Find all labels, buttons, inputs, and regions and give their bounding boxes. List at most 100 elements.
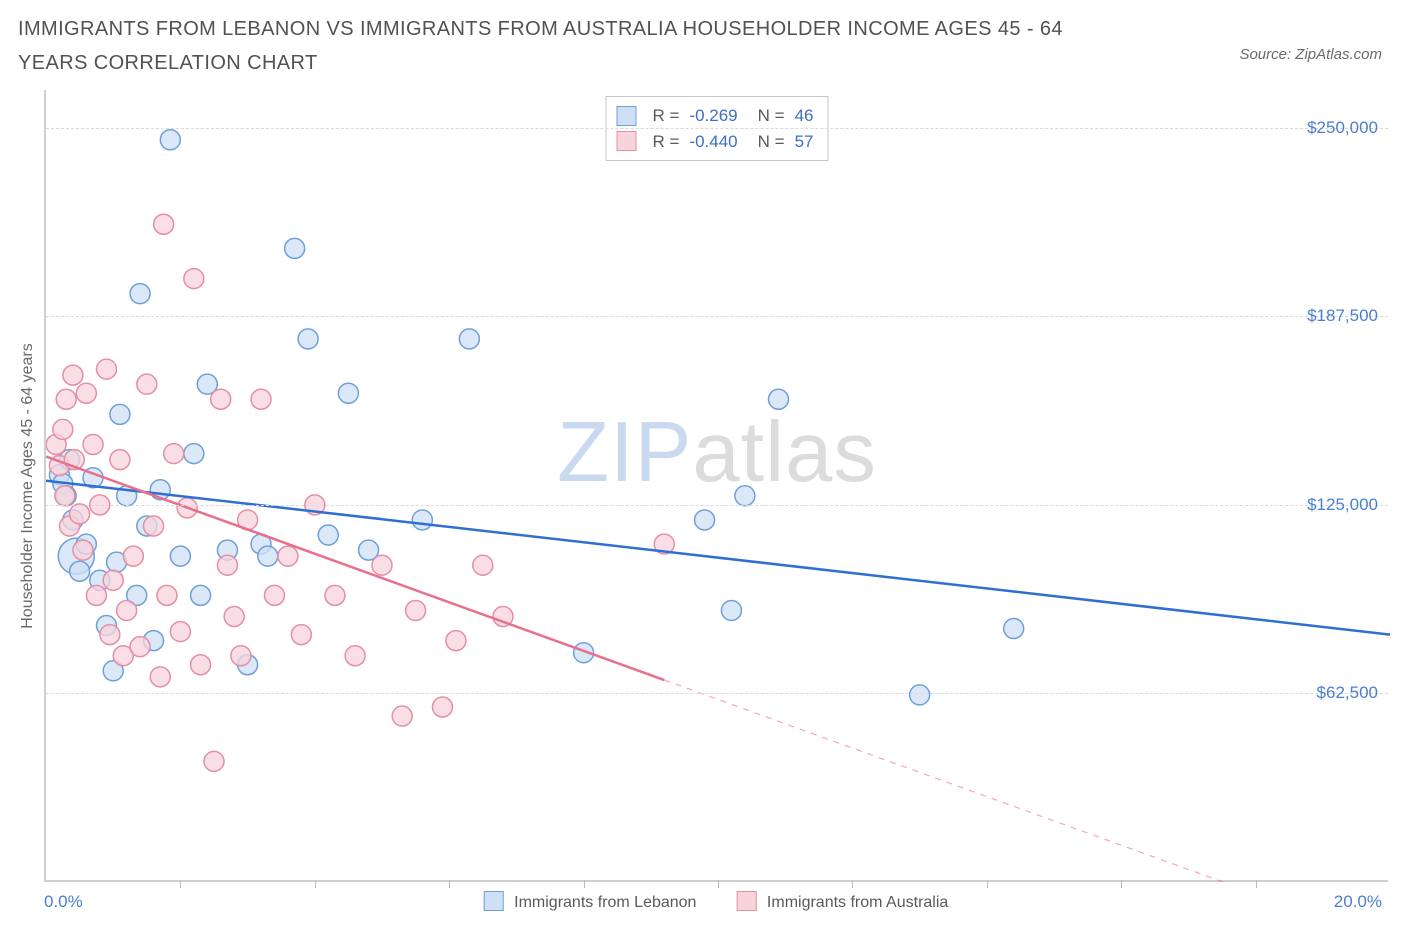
data-point-australia	[157, 585, 177, 605]
x-axis-max-label: 20.0%	[1334, 892, 1382, 912]
data-point-australia	[86, 585, 106, 605]
legend-r-label: R =	[653, 103, 680, 129]
data-point-australia	[144, 516, 164, 536]
legend-n-label: N =	[758, 129, 785, 155]
series-legend-item-australia: Immigrants from Australia	[736, 891, 948, 912]
series-label-lebanon: Immigrants from Lebanon	[514, 894, 696, 911]
trend-line-lebanon	[46, 481, 1390, 635]
data-point-australia	[211, 389, 231, 409]
data-point-australia	[325, 585, 345, 605]
y-tick-label: $62,500	[1317, 683, 1378, 703]
swatch-australia	[617, 131, 637, 151]
source-label: Source: ZipAtlas.com	[1239, 46, 1382, 63]
x-tick	[718, 880, 719, 888]
legend-n-value-lebanon: 46	[795, 103, 814, 129]
data-point-australia	[345, 646, 365, 666]
data-point-lebanon	[130, 284, 150, 304]
x-tick	[1256, 880, 1257, 888]
data-point-australia	[291, 625, 311, 645]
data-point-australia	[406, 600, 426, 620]
gridline	[46, 128, 1388, 129]
data-point-australia	[170, 622, 190, 642]
data-point-australia	[103, 570, 123, 590]
data-point-lebanon	[768, 389, 788, 409]
y-tick-label: $187,500	[1307, 306, 1378, 326]
trend-line-dashed-australia	[664, 680, 1390, 882]
data-point-lebanon	[70, 561, 90, 581]
data-point-australia	[63, 365, 83, 385]
data-point-australia	[55, 486, 75, 506]
data-point-australia	[53, 419, 73, 439]
data-point-australia	[278, 546, 298, 566]
swatch-lebanon	[617, 106, 637, 126]
data-point-lebanon	[1004, 619, 1024, 639]
data-point-australia	[446, 631, 466, 651]
data-point-lebanon	[110, 404, 130, 424]
data-point-lebanon	[721, 600, 741, 620]
x-axis-min-label: 0.0%	[44, 892, 83, 912]
data-point-lebanon	[318, 525, 338, 545]
data-point-australia	[137, 374, 157, 394]
gridline	[46, 693, 1388, 694]
swatch-lebanon-bottom	[484, 891, 504, 911]
data-point-lebanon	[412, 510, 432, 530]
data-point-australia	[154, 214, 174, 234]
gridline	[46, 316, 1388, 317]
x-tick	[315, 880, 316, 888]
data-point-australia	[96, 359, 116, 379]
data-point-australia	[392, 706, 412, 726]
data-point-australia	[150, 667, 170, 687]
data-point-australia	[184, 269, 204, 289]
y-axis-title: Householder Income Ages 45 - 64 years	[19, 343, 37, 629]
data-point-australia	[100, 625, 120, 645]
data-point-australia	[251, 389, 271, 409]
data-point-australia	[217, 555, 237, 575]
data-point-australia	[70, 504, 90, 524]
data-point-lebanon	[459, 329, 479, 349]
swatch-australia-bottom	[736, 891, 756, 911]
legend-n-value-australia: 57	[795, 129, 814, 155]
data-point-australia	[372, 555, 392, 575]
data-point-australia	[130, 637, 150, 657]
data-point-lebanon	[184, 444, 204, 464]
data-point-lebanon	[910, 685, 930, 705]
data-point-lebanon	[285, 238, 305, 258]
legend-r-label: R =	[653, 129, 680, 155]
data-point-australia	[204, 751, 224, 771]
data-point-lebanon	[170, 546, 190, 566]
x-tick	[180, 880, 181, 888]
y-tick-label: $125,000	[1307, 495, 1378, 515]
y-tick-label: $250,000	[1307, 118, 1378, 138]
data-point-australia	[473, 555, 493, 575]
data-point-australia	[231, 646, 251, 666]
legend-n-label: N =	[758, 103, 785, 129]
x-tick	[584, 880, 585, 888]
legend-row-lebanon: R = -0.269 N = 46	[617, 103, 814, 129]
x-tick	[1121, 880, 1122, 888]
data-point-australia	[164, 444, 184, 464]
series-legend: Immigrants from Lebanon Immigrants from …	[484, 891, 949, 912]
data-point-australia	[123, 546, 143, 566]
data-point-australia	[76, 383, 96, 403]
chart-title: IMMIGRANTS FROM LEBANON VS IMMIGRANTS FR…	[18, 12, 1118, 80]
legend-r-value-australia: -0.440	[689, 129, 737, 155]
data-point-australia	[110, 450, 130, 470]
data-point-lebanon	[298, 329, 318, 349]
data-point-lebanon	[160, 130, 180, 150]
chart-svg	[46, 90, 1390, 882]
plot-area: ZIPatlas R = -0.269 N = 46 R = -0.440 N …	[44, 90, 1388, 882]
legend-r-value-lebanon: -0.269	[689, 103, 737, 129]
x-tick	[449, 880, 450, 888]
data-point-australia	[264, 585, 284, 605]
series-legend-item-lebanon: Immigrants from Lebanon	[484, 891, 697, 912]
data-point-australia	[432, 697, 452, 717]
x-tick	[852, 880, 853, 888]
data-point-lebanon	[735, 486, 755, 506]
data-point-australia	[56, 389, 76, 409]
data-point-australia	[224, 606, 244, 626]
data-point-lebanon	[191, 585, 211, 605]
gridline	[46, 505, 1388, 506]
data-point-australia	[83, 435, 103, 455]
plot-container: Householder Income Ages 45 - 64 years ZI…	[44, 90, 1388, 882]
series-label-australia: Immigrants from Australia	[767, 894, 948, 911]
